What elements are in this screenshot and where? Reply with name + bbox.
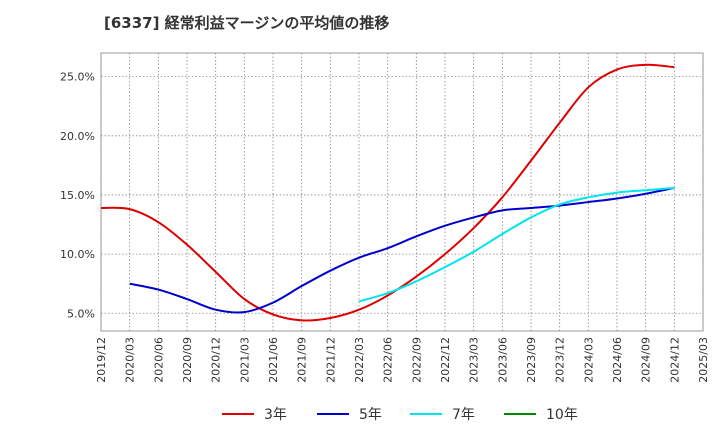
x-tick-label: 2022/03 (353, 337, 366, 383)
legend-item-4: 10年 (504, 407, 578, 423)
x-tick-label: 2025/03 (697, 337, 710, 383)
series-line-3 (358, 186, 675, 303)
x-tick-label: 2024/06 (611, 337, 624, 383)
x-tick-label: 2020/09 (181, 337, 194, 383)
x-tick-label: 2021/06 (267, 337, 280, 383)
legend-label: 7年 (452, 407, 475, 423)
x-tick-label: 2021/09 (296, 337, 309, 383)
x-tick-label: 2020/03 (124, 337, 137, 383)
x-tick-label: 2021/03 (238, 337, 251, 383)
y-tick-label: 5.0% (67, 307, 95, 320)
x-tick-label: 2022/12 (439, 337, 452, 383)
x-tick-label: 2024/12 (668, 337, 681, 383)
x-tick-label: 2022/09 (410, 337, 423, 383)
x-tick-label: 2024/09 (640, 337, 653, 383)
plot-area (100, 52, 704, 332)
legend-label: 5年 (359, 407, 382, 423)
y-tick-label: 25.0% (60, 71, 95, 84)
x-tick-label: 2023/09 (525, 337, 538, 383)
legend-item-3: 7年 (410, 407, 475, 423)
y-tick-label: 15.0% (60, 189, 95, 202)
chart-title: [6337] 経常利益マージンの平均値の推移 (104, 14, 390, 32)
x-tick-label: 2023/03 (468, 337, 481, 383)
x-tick-label: 2023/12 (554, 337, 567, 383)
y-tick-label: 10.0% (60, 248, 95, 261)
legend-label: 10年 (546, 407, 578, 423)
x-tick-label: 2023/06 (496, 337, 509, 383)
x-tick-label: 2019/12 (95, 337, 108, 383)
legend-label: 3年 (264, 407, 287, 423)
x-tick-label: 2021/12 (324, 337, 337, 383)
x-tick-label: 2022/06 (382, 337, 395, 383)
series-line-1 (100, 63, 675, 322)
x-tick-label: 2020/06 (152, 337, 165, 383)
series-line-2 (129, 186, 675, 314)
x-tick-label: 2020/12 (210, 337, 223, 383)
legend-item-2: 5年 (317, 407, 382, 423)
x-tick-label: 2024/03 (582, 337, 595, 383)
legend-item-1: 3年 (222, 407, 287, 423)
y-tick-label: 20.0% (60, 130, 95, 143)
